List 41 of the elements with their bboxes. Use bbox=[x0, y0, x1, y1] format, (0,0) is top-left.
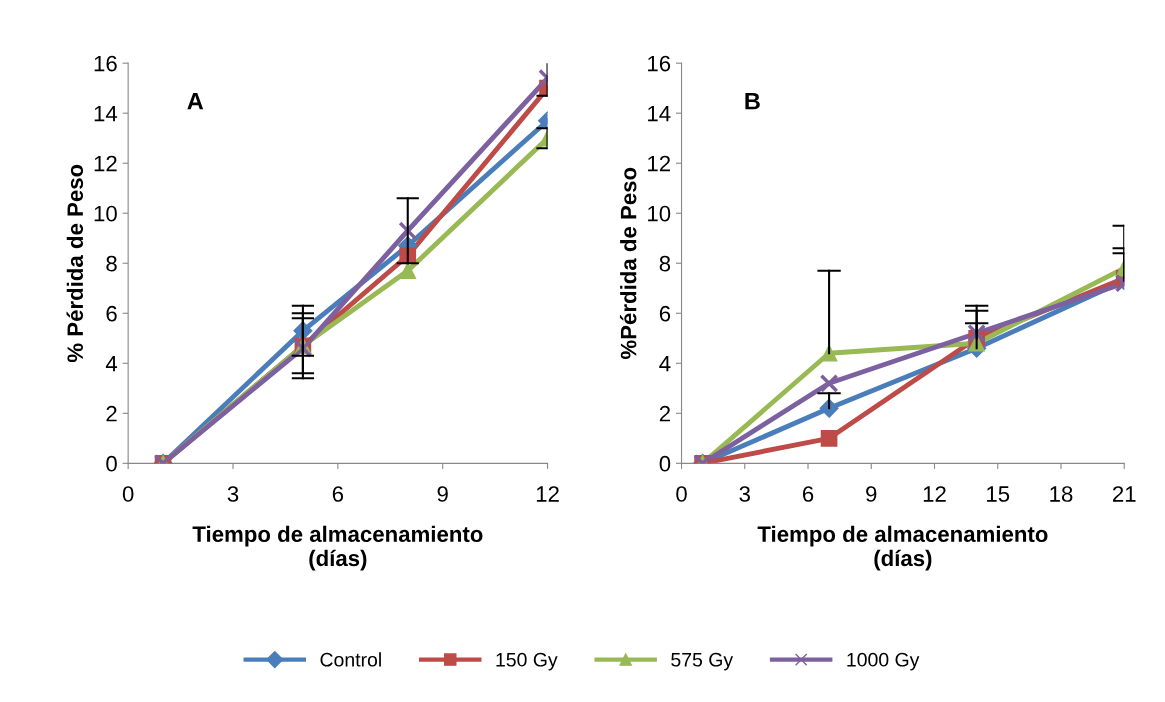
x-tick-label: 12 bbox=[923, 486, 946, 502]
x-tick-label: 9 bbox=[866, 486, 877, 502]
y-tick-label: 12 bbox=[648, 155, 670, 172]
y-tick-label: 6 bbox=[106, 305, 117, 322]
x-tick-label: 6 bbox=[802, 486, 814, 502]
y-tick-label: 14 bbox=[648, 105, 671, 122]
legend-label: 575 Gy bbox=[671, 652, 734, 671]
legend-label: Control bbox=[320, 652, 381, 667]
x-tick-label: 21 bbox=[1112, 486, 1136, 502]
y-tick-label: 14 bbox=[94, 105, 118, 122]
legend-label: 150 Gy bbox=[496, 652, 558, 671]
x-tick-label: 0 bbox=[122, 486, 134, 502]
x-tick-label: 12 bbox=[536, 486, 559, 502]
x-axis-title: Tiempo de almacenamiento (días) bbox=[757, 525, 1048, 571]
y-tick-label: 16 bbox=[94, 55, 117, 72]
y-axis-title: % Pérdida de Peso bbox=[66, 164, 84, 363]
y-tick-label: 2 bbox=[659, 405, 670, 422]
x-tick-label: 3 bbox=[227, 486, 239, 502]
y-tick-label: 8 bbox=[106, 255, 117, 272]
y-tick-label: 10 bbox=[94, 205, 117, 222]
x-tick-label: 3 bbox=[739, 486, 750, 502]
y-tick-label: 16 bbox=[648, 55, 671, 72]
x-tick-label: 18 bbox=[1050, 486, 1073, 502]
y-tick-label: 4 bbox=[659, 356, 671, 372]
x-tick-label: 6 bbox=[332, 486, 344, 502]
legend-label: 1000 Gy bbox=[847, 652, 920, 671]
y-tick-label: 8 bbox=[659, 255, 671, 272]
annotation: A bbox=[187, 93, 204, 110]
y-tick-label: 0 bbox=[659, 455, 671, 472]
y-tick-label: 2 bbox=[106, 405, 117, 422]
x-tick-label: 0 bbox=[676, 486, 687, 502]
y-tick-label: 10 bbox=[648, 205, 671, 222]
x-tick-label: 9 bbox=[437, 486, 448, 502]
y-tick-label: 0 bbox=[106, 455, 117, 472]
x-axis-title: Tiempo de almacenamiento (días) bbox=[192, 525, 483, 571]
x-tick-label: 15 bbox=[987, 486, 1010, 502]
annotation: B bbox=[745, 93, 760, 110]
y-axis-title: %Pérdida de Peso bbox=[619, 167, 637, 360]
y-tick-label: 6 bbox=[659, 305, 671, 322]
y-tick-label: 4 bbox=[105, 356, 118, 372]
y-tick-label: 12 bbox=[94, 155, 117, 172]
